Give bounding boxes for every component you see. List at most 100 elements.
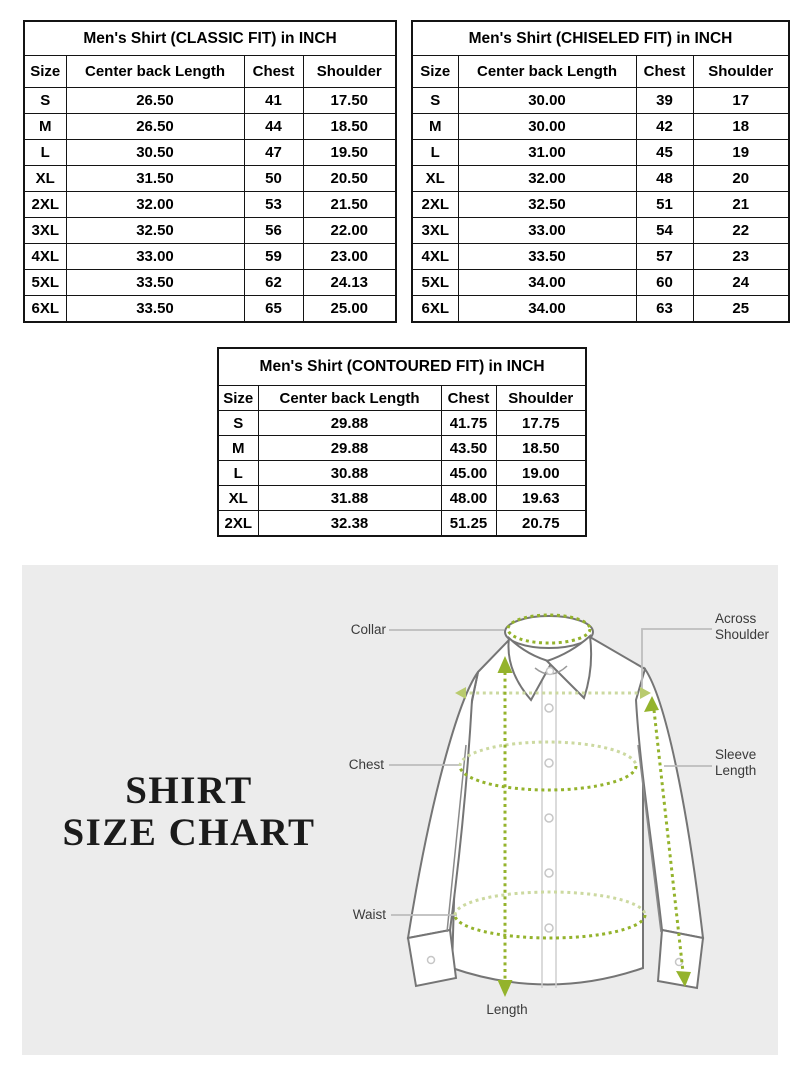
table-cell: 26.50 <box>65 87 245 114</box>
table-row: M 29.88 43.50 18.50 <box>217 435 587 461</box>
table-title: Men's Shirt (CLASSIC FIT) in INCH <box>23 20 397 56</box>
table-row: S 29.88 41.75 17.75 <box>217 410 587 436</box>
label-leader-lines <box>389 628 712 916</box>
table-cell: 43.50 <box>440 435 497 461</box>
table-row: 5XL 34.00 60 24 <box>411 269 790 296</box>
table-cell: 18.50 <box>495 435 587 461</box>
table-cell: 41.75 <box>440 410 497 436</box>
left-sleeve-seam <box>446 744 467 933</box>
table-cell: 4XL <box>411 243 459 270</box>
table-cell: 29.88 <box>257 435 442 461</box>
table-cell: 47 <box>243 139 304 166</box>
shirt-buttons <box>544 703 554 933</box>
table-cell: M <box>23 113 67 140</box>
sleeve-length-label: Sleeve Length <box>715 747 757 778</box>
table-cell: 25 <box>692 295 790 323</box>
table-row: M 26.50 44 18.50 <box>23 113 397 140</box>
table-cell: 31.88 <box>257 485 442 511</box>
table-row: 2XL 32.50 51 21 <box>411 191 790 218</box>
header-row: Size Center back Length Chest Shoulder <box>411 55 790 88</box>
column-header: Chest <box>243 55 304 88</box>
table-row: L 30.88 45.00 19.00 <box>217 460 587 486</box>
table-cell: 17.50 <box>302 87 397 114</box>
table-cell: 32.00 <box>65 191 245 218</box>
header-row: Size Center back Length Chest Shoulder <box>23 55 397 88</box>
table-cell: 2XL <box>411 191 459 218</box>
table-cell: 34.00 <box>457 295 637 323</box>
size-chart-diagram-panel <box>22 565 778 1055</box>
table-cell: 20 <box>692 165 790 192</box>
collar-measure-ellipse <box>506 613 592 645</box>
column-header: Center back Length <box>65 55 245 88</box>
column-header: Center back Length <box>457 55 637 88</box>
column-header: Size <box>217 385 259 411</box>
shirt-measurement-diagram <box>389 613 712 997</box>
table-cell: 51 <box>635 191 694 218</box>
column-header: Shoulder <box>302 55 397 88</box>
right-sleeve-seam <box>637 744 662 933</box>
table-cell: 18.50 <box>302 113 397 140</box>
table-cell: XL <box>217 485 259 511</box>
table-title: Men's Shirt (CONTOURED FIT) in INCH <box>217 347 587 386</box>
table-cell: 3XL <box>23 217 67 244</box>
table-cell: 26.50 <box>65 113 245 140</box>
chest-measure-ellipse-back <box>458 740 638 767</box>
column-header: Size <box>23 55 67 88</box>
table-cell: 17.75 <box>495 410 587 436</box>
table-cell: 39 <box>635 87 694 114</box>
collar-right-flap <box>545 633 593 700</box>
table-row: S 30.00 39 17 <box>411 87 790 114</box>
table-cell: 59 <box>243 243 304 270</box>
table-cell: 48.00 <box>440 485 497 511</box>
table-cell: 32.38 <box>257 510 442 537</box>
collar-label: Collar <box>350 622 386 637</box>
table-cell: 2XL <box>217 510 259 537</box>
table-cell: 31.50 <box>65 165 245 192</box>
table-cell: L <box>411 139 459 166</box>
table-row: L 31.00 45 19 <box>411 139 790 166</box>
page-title: SHIRT SIZE CHART <box>30 770 348 854</box>
table-cell: 34.00 <box>457 269 637 296</box>
table-cell: 20.50 <box>302 165 397 192</box>
table-cell: 29.88 <box>257 410 442 436</box>
across-shoulder-leader <box>641 628 712 690</box>
table-cell: 6XL <box>23 295 67 323</box>
page-title-line2: SIZE CHART <box>62 811 316 854</box>
page-title-line1: SHIRT <box>125 769 253 812</box>
collar-left-flap <box>507 635 554 702</box>
table-cell: 50 <box>243 165 304 192</box>
table-cell: 60 <box>635 269 694 296</box>
table-cell: S <box>23 87 67 114</box>
table-cell: 30.00 <box>457 87 637 114</box>
table-cell: 19.50 <box>302 139 397 166</box>
table-row: 3XL 33.00 54 22 <box>411 217 790 244</box>
table-row: XL 31.88 48.00 19.63 <box>217 485 587 511</box>
table-row: 4XL 33.00 59 23.00 <box>23 243 397 270</box>
table-cell: 23.00 <box>302 243 397 270</box>
chiseled-fit-table: Men's Shirt (CHISELED FIT) in INCH Size Ce… <box>411 20 790 323</box>
table-cell: 42 <box>635 113 694 140</box>
table-cell: 53 <box>243 191 304 218</box>
column-header: Size <box>411 55 459 88</box>
sleeve-length-measure-line <box>652 709 685 973</box>
waist-label: Waist <box>352 907 386 922</box>
table-row: 2XL 32.38 51.25 20.75 <box>217 510 587 537</box>
table-cell: 33.50 <box>65 269 245 296</box>
table-cell: M <box>217 435 259 461</box>
table-cell: 33.50 <box>457 243 637 270</box>
table-row: XL 31.50 50 20.50 <box>23 165 397 192</box>
table-row: 6XL 34.00 63 25 <box>411 295 790 323</box>
table-cell: 33.00 <box>457 217 637 244</box>
table-cell: M <box>411 113 459 140</box>
table-cell: 48 <box>635 165 694 192</box>
table-cell: L <box>217 460 259 486</box>
table-cell: 33.00 <box>65 243 245 270</box>
table-cell: S <box>217 410 259 436</box>
table-cell: 32.50 <box>65 217 245 244</box>
table-cell: 25.00 <box>302 295 397 323</box>
table-cell: XL <box>411 165 459 192</box>
waist-measure-ellipse-front <box>453 914 647 940</box>
across-shoulder-label: Across Shoulder <box>715 611 770 642</box>
table-row: XL 32.00 48 20 <box>411 165 790 192</box>
